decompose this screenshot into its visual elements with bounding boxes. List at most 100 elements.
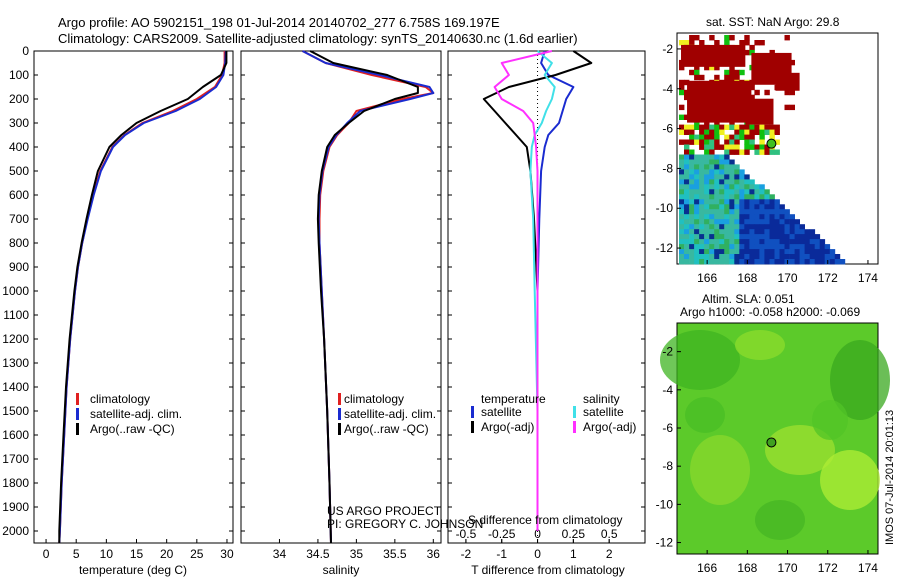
sst-cell xyxy=(794,244,800,250)
sla-y-tick-label: -12 xyxy=(656,536,674,550)
sst-cell xyxy=(769,209,775,215)
legend-label: Argo(..raw -QC) xyxy=(344,422,429,436)
sst-cell xyxy=(714,214,720,220)
sst-cell xyxy=(709,244,715,250)
sst-cell xyxy=(779,234,785,240)
sst-cell xyxy=(739,259,745,265)
sst-cell xyxy=(749,129,755,135)
sla-patch xyxy=(735,330,785,360)
difference-series-line xyxy=(493,50,553,531)
sst-cell xyxy=(694,174,700,180)
sst-cell xyxy=(689,129,695,135)
sst-cell xyxy=(689,159,695,165)
legend-swatch-satellite xyxy=(338,408,341,420)
sst-cell xyxy=(679,229,685,235)
sst-cell xyxy=(759,234,765,240)
legend-swatch-s-satellite xyxy=(573,406,576,418)
difference-series-line xyxy=(529,50,556,531)
sst-cell xyxy=(689,174,695,180)
sst-cell xyxy=(694,244,700,250)
sst-cell xyxy=(739,124,745,130)
depth-tick-label: 2000 xyxy=(2,524,29,538)
sst-cell xyxy=(724,69,730,76)
sst-cell xyxy=(769,214,775,220)
sst-cell xyxy=(734,239,740,245)
sst-map-title: sat. SST: NaN Argo: 29.8 xyxy=(706,15,840,29)
legend-label: climatology xyxy=(90,392,150,406)
sst-cell xyxy=(739,69,745,76)
sst-cell xyxy=(739,179,745,185)
sst-cell xyxy=(739,194,745,200)
sst-cell xyxy=(679,199,685,205)
sst-cell xyxy=(739,184,745,190)
sst-cell xyxy=(779,209,785,215)
sst-cell xyxy=(729,224,735,230)
sst-cell xyxy=(679,184,685,190)
sst-cell xyxy=(754,209,760,215)
sst-cell xyxy=(679,114,685,120)
sst-cell xyxy=(734,129,740,135)
temperature-tick-label: 25 xyxy=(190,547,204,561)
sst-cell xyxy=(739,239,745,245)
sst-cell xyxy=(679,204,685,210)
sst-cell xyxy=(759,259,765,265)
sst-cell xyxy=(834,259,841,265)
sst-cell xyxy=(699,154,705,160)
sst-cell xyxy=(684,129,690,135)
sst-cell xyxy=(724,174,730,180)
s-difference-label: S difference from climatology xyxy=(468,513,623,527)
sst-cell xyxy=(699,214,705,220)
salinity-panel xyxy=(240,50,442,544)
sst-cell xyxy=(819,244,826,250)
sst-cell xyxy=(774,259,780,265)
temperature-tick-label: 0 xyxy=(43,547,50,561)
sst-cell xyxy=(714,219,720,225)
sst-cell xyxy=(714,204,720,210)
sst-cell xyxy=(729,144,735,150)
sst-cell xyxy=(759,149,765,155)
sst-cell xyxy=(684,194,690,200)
sst-cell xyxy=(679,189,685,195)
imos-stamp: IMOS 07-Jul-2014 20:01:13 xyxy=(884,410,896,545)
sst-cell xyxy=(689,259,695,265)
sst-cell xyxy=(729,209,735,215)
sst-cell xyxy=(704,64,710,71)
sst-cell xyxy=(749,94,755,101)
sst-cell xyxy=(684,139,690,145)
sst-cell xyxy=(689,194,695,200)
sst-cell xyxy=(794,254,800,260)
sst-cell xyxy=(694,35,700,41)
sst-cell xyxy=(694,254,700,260)
sst-cell xyxy=(729,239,735,245)
sst-cell xyxy=(789,234,795,240)
sst-cell xyxy=(714,159,720,165)
sst-cell xyxy=(814,249,821,255)
sst-cell xyxy=(739,229,745,235)
sst-cell xyxy=(739,209,745,215)
temperature-lines xyxy=(58,50,228,544)
sst-cell xyxy=(729,204,735,210)
sst-cell xyxy=(809,239,816,245)
sst-cell xyxy=(804,244,810,250)
sst-cell xyxy=(789,219,795,225)
sst-cell xyxy=(724,209,730,215)
sst-cell xyxy=(689,139,695,145)
sst-y-tick-label: -12 xyxy=(656,241,674,255)
sst-cell xyxy=(804,239,810,245)
legend-label: satellite xyxy=(481,405,522,419)
s-difference-tick-label: -0.25 xyxy=(488,527,516,541)
sst-cell xyxy=(779,224,785,230)
sst-cell xyxy=(759,219,765,225)
sst-cell xyxy=(744,179,750,185)
sst-cell xyxy=(789,244,795,250)
sst-cell xyxy=(784,249,790,255)
sst-cell xyxy=(749,144,755,150)
sst-cell xyxy=(684,184,690,190)
sst-cell xyxy=(719,254,725,260)
depth-tick-label: 900 xyxy=(9,260,29,274)
sst-cell xyxy=(694,229,700,235)
sst-cell xyxy=(734,194,740,200)
sst-cell xyxy=(709,164,715,170)
sst-cell xyxy=(744,249,750,255)
sst-cell xyxy=(759,139,765,145)
